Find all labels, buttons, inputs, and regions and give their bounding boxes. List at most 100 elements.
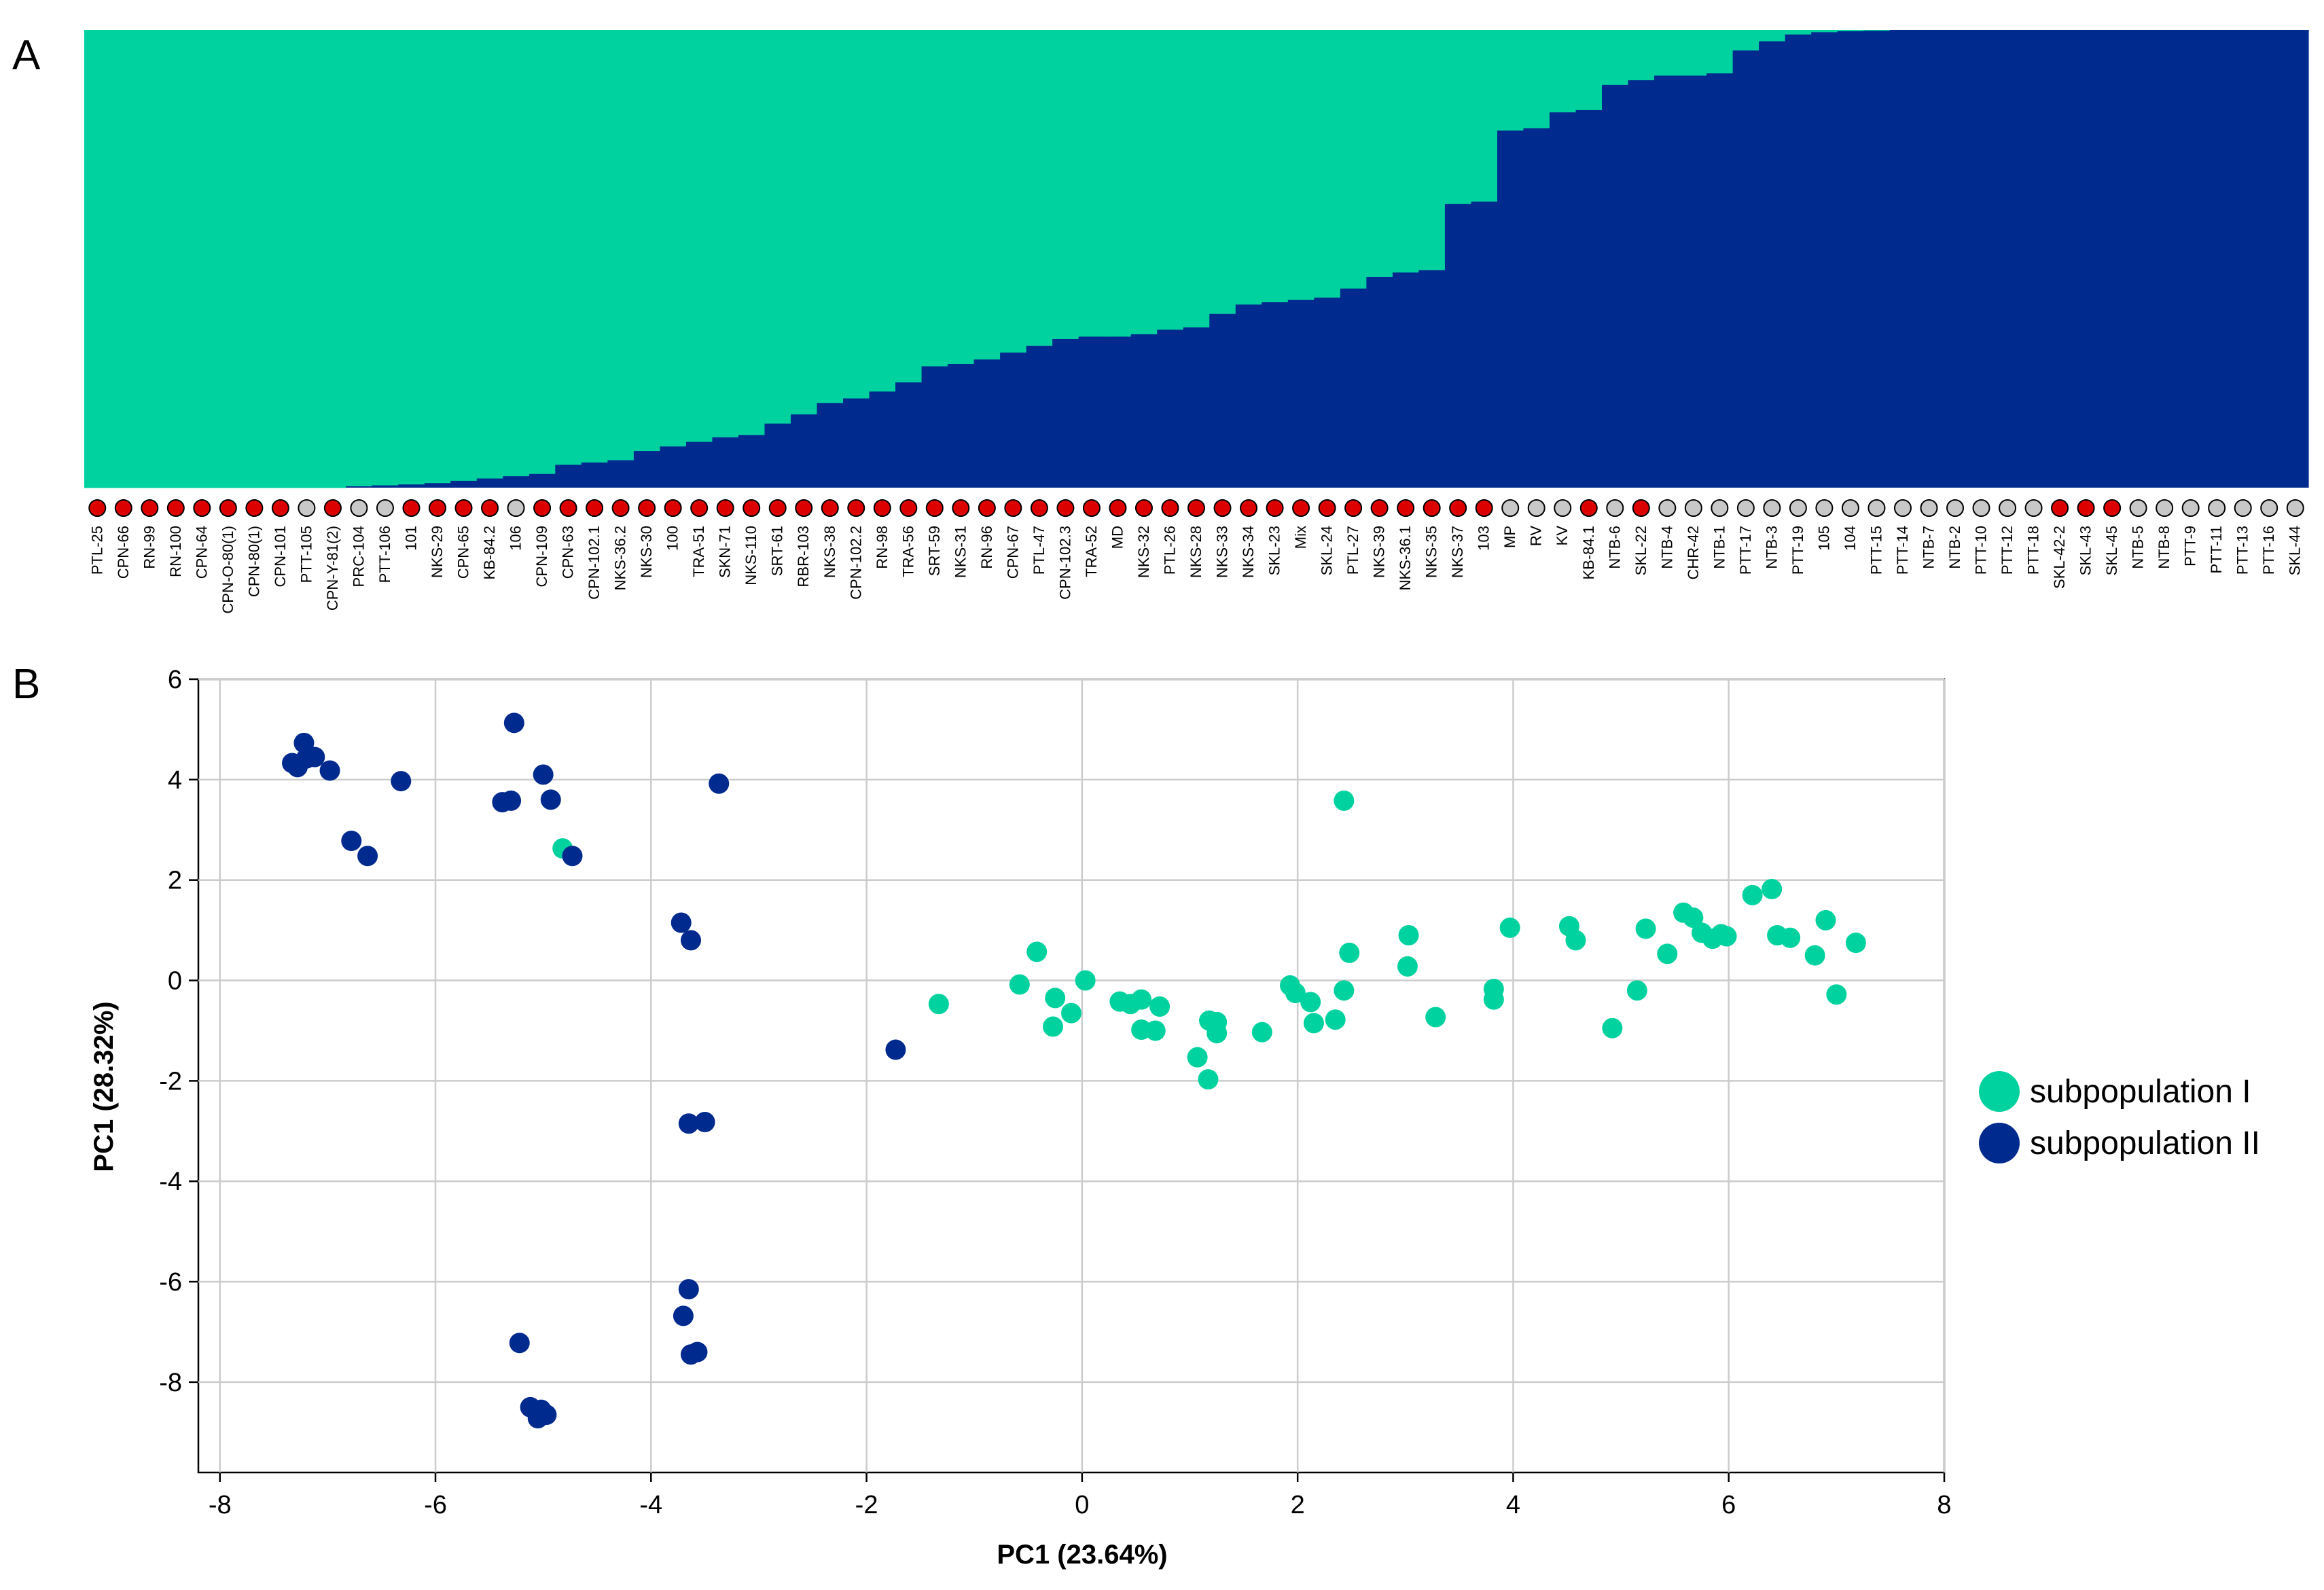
point-subpopulation-i xyxy=(1683,907,1704,928)
sample-marker xyxy=(2024,499,2043,517)
sample-label: MP xyxy=(1501,526,1518,548)
point-subpopulation-i xyxy=(1045,988,1066,1009)
bar-subpopulation-ii xyxy=(2125,30,2152,488)
bar-subpopulation-i xyxy=(319,30,346,488)
bar-subpopulation-i xyxy=(1287,30,1315,301)
point-subpopulation-i xyxy=(1398,925,1419,946)
bar-subpopulation-ii xyxy=(843,398,870,488)
plot-frame xyxy=(197,678,1946,1474)
bar-subpopulation-ii xyxy=(1759,41,1786,488)
point-subpopulation-i xyxy=(1285,983,1306,1004)
sample-marker xyxy=(141,499,159,517)
sample-marker xyxy=(2181,499,2200,517)
bar-subpopulation-i xyxy=(1209,30,1236,314)
sample-marker xyxy=(402,499,421,517)
bar-subpopulation-i xyxy=(1575,30,1603,111)
sample-label: 103 xyxy=(1476,526,1492,551)
sample-label: SRT-61 xyxy=(769,526,786,576)
sample-marker xyxy=(2208,499,2226,517)
sample-label: PTL-47 xyxy=(1031,526,1048,575)
point-subpopulation-i xyxy=(1845,933,1866,954)
y-tick-label: 2 xyxy=(168,867,182,895)
bar-subpopulation-i xyxy=(1262,30,1289,303)
bar-subpopulation-i xyxy=(346,30,373,487)
bar-subpopulation-ii xyxy=(817,403,844,488)
point-subpopulation-ii xyxy=(678,1113,699,1134)
bar-subpopulation-ii xyxy=(1287,300,1315,488)
x-tick-label: -4 xyxy=(639,1491,662,1519)
x-tick-label: -8 xyxy=(209,1491,232,1519)
bar-subpopulation-ii xyxy=(1994,30,2021,488)
bar-subpopulation-i xyxy=(921,30,948,367)
sample-label: SKL-43 xyxy=(2077,526,2094,575)
sample-marker xyxy=(323,499,342,517)
bar-subpopulation-i xyxy=(1105,30,1132,338)
bar-subpopulation-i xyxy=(685,30,713,443)
point-subpopulation-i xyxy=(1339,942,1360,963)
sample-label: CPN-102.1 xyxy=(586,526,603,600)
point-subpopulation-ii xyxy=(319,760,340,781)
point-subpopulation-i xyxy=(1826,984,1847,1005)
sample-marker xyxy=(952,499,970,517)
bar-subpopulation-ii xyxy=(660,446,687,488)
sample-label: NKS-31 xyxy=(952,526,969,578)
sample-marker xyxy=(1972,499,1990,517)
sample-label: CPN-102.2 xyxy=(847,526,864,600)
point-subpopulation-i xyxy=(1397,956,1418,977)
sample-marker xyxy=(664,499,682,517)
sample-marker xyxy=(768,499,787,517)
point-subpopulation-i xyxy=(1145,1020,1166,1041)
point-subpopulation-i xyxy=(1425,1007,1446,1028)
bar-subpopulation-i xyxy=(817,30,844,403)
bar-subpopulation-ii xyxy=(1026,346,1053,488)
point-subpopulation-ii xyxy=(673,1305,694,1326)
point-subpopulation-i xyxy=(1251,1022,1272,1043)
bar-subpopulation-i xyxy=(1000,30,1027,353)
bar-subpopulation-i xyxy=(1078,30,1105,338)
sample-label: NKS-39 xyxy=(1371,526,1388,578)
sample-marker xyxy=(1397,499,1415,517)
bar-subpopulation-ii xyxy=(2020,30,2048,488)
point-subpopulation-i xyxy=(1009,974,1030,995)
sample-marker xyxy=(88,499,107,517)
point-subpopulation-ii xyxy=(680,930,701,951)
bar-subpopulation-ii xyxy=(1680,75,1707,488)
sample-marker xyxy=(1946,499,1965,517)
point-subpopulation-i xyxy=(1815,909,1836,930)
sample-marker xyxy=(743,499,761,517)
bar-subpopulation-ii xyxy=(1052,338,1079,488)
sample-label: NKS-32 xyxy=(1135,526,1152,578)
bar-subpopulation-i xyxy=(424,30,451,484)
bar-subpopulation-i xyxy=(581,30,608,463)
sample-marker xyxy=(1004,499,1022,517)
sample-label: NKS-28 xyxy=(1187,526,1204,578)
sample-marker xyxy=(1736,499,1755,517)
sample-marker xyxy=(1370,499,1389,517)
legend-label-subpopulation-i: subpopulation I xyxy=(2030,1074,2251,1110)
bar-subpopulation-ii xyxy=(1392,272,1419,488)
sample-label: NKS-110 xyxy=(743,526,759,585)
bar-subpopulation-i xyxy=(895,30,923,383)
bar-subpopulation-i xyxy=(189,30,216,488)
bar-subpopulation-i xyxy=(398,30,425,485)
sample-label: RN-98 xyxy=(874,526,891,569)
bar-subpopulation-ii xyxy=(869,391,896,488)
bar-subpopulation-ii xyxy=(1262,302,1289,488)
bar-subpopulation-i xyxy=(1523,30,1550,129)
sample-label: 104 xyxy=(1842,526,1859,551)
bar-subpopulation-i xyxy=(1157,30,1184,330)
x-tick-label: 0 xyxy=(1075,1491,1089,1519)
point-subpopulation-i xyxy=(1499,917,1520,938)
sample-label: PTL-25 xyxy=(88,526,105,575)
bar-subpopulation-ii xyxy=(1654,75,1681,488)
sample-marker xyxy=(559,499,577,517)
point-subpopulation-i xyxy=(1026,941,1048,962)
sample-marker xyxy=(2077,499,2095,517)
bar-subpopulation-ii xyxy=(1130,334,1158,488)
bar-subpopulation-ii xyxy=(738,435,766,488)
sample-marker xyxy=(586,499,604,517)
sample-marker xyxy=(1815,499,1834,517)
sample-label: NKS-38 xyxy=(821,526,838,578)
bar-subpopulation-ii xyxy=(1575,109,1603,488)
bar-subpopulation-i xyxy=(1549,30,1577,113)
